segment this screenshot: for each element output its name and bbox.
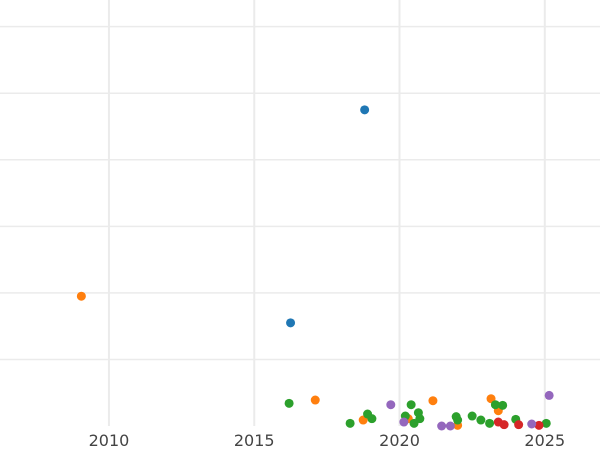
data-point-series-5 (544, 390, 554, 400)
data-point-series-4 (499, 420, 509, 430)
data-point-series-3 (498, 400, 508, 410)
x-tick-label: 2010 (89, 431, 130, 450)
data-point-series-2 (428, 396, 438, 406)
data-point-series-3 (541, 418, 551, 428)
x-tick-label: 2025 (524, 431, 565, 450)
x-tick-label: 2020 (379, 431, 420, 450)
data-point-series-3 (345, 418, 355, 428)
data-point-series-2 (76, 291, 86, 301)
data-point-series-5 (527, 419, 537, 429)
data-point-series-3 (476, 415, 486, 425)
data-point-series-3 (284, 398, 294, 408)
data-point-series-5 (386, 400, 396, 410)
data-point-series-2 (310, 395, 320, 405)
data-point-series-3 (485, 418, 495, 428)
x-tick-label: 2015 (234, 431, 275, 450)
data-point-series-4 (514, 420, 524, 430)
data-point-series-3 (453, 415, 463, 425)
data-point-series-5 (445, 421, 455, 431)
data-point-series-3 (415, 414, 425, 424)
data-point-series-1 (360, 105, 370, 115)
grid-lines (0, 0, 600, 426)
data-point-series-4 (534, 420, 544, 430)
data-point-series-5 (437, 421, 447, 431)
data-point-series-3 (367, 414, 377, 424)
x-axis-tick-labels: 2010 2015 2020 2025 (89, 431, 566, 450)
data-point-series-3 (406, 400, 416, 410)
data-point-series-5 (399, 417, 409, 427)
data-points (76, 105, 554, 431)
data-point-series-3 (467, 411, 477, 421)
data-point-series-3 (490, 400, 500, 410)
data-point-series-1 (286, 318, 296, 328)
